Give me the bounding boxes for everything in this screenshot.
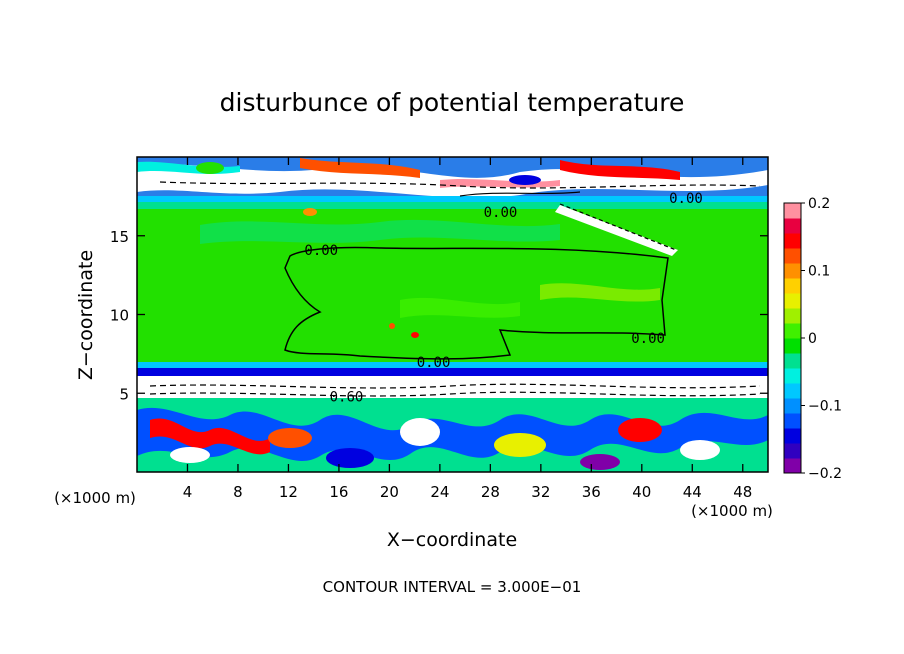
- low-white-blob: [400, 418, 440, 446]
- low-white-blob-3: [170, 447, 210, 463]
- mid-lightgreen-swirl: [400, 297, 520, 318]
- dashed-contour-top: [159, 181, 761, 189]
- x-tick-label: 20: [380, 483, 399, 501]
- x-tick-label: 4: [183, 483, 193, 501]
- x-tick-label: 36: [582, 483, 601, 501]
- diagonal-white-streak: [555, 205, 678, 256]
- contour-label: 0.00: [669, 191, 703, 207]
- top-teal-band: [137, 202, 768, 209]
- y-axis: 5 10 15: [110, 228, 768, 403]
- x-tick-label: 32: [531, 483, 550, 501]
- colorbar-tick-label: −0.1: [808, 399, 842, 415]
- x-axis: 4 8 12 16 20 24 28 32 36 40 44 48: [183, 157, 752, 501]
- x-tick-label: 44: [683, 483, 702, 501]
- y-tick-label: 5: [119, 385, 129, 403]
- top-red-streak: [300, 158, 420, 178]
- colorbar-ticks: 0.2 0.1 0 −0.1 −0.2: [801, 196, 842, 482]
- mid-red-spot-2: [389, 323, 395, 329]
- contour-label: 0.00: [631, 331, 665, 347]
- colorbar-segment: [784, 278, 801, 294]
- colorbar-segment: [784, 398, 801, 414]
- colorbar-segment: [784, 443, 801, 459]
- x-axis-title: X−coordinate: [387, 529, 517, 551]
- low-blue-band: [137, 368, 768, 376]
- x-tick-label: 40: [632, 483, 651, 501]
- colorbar-segment: [784, 248, 801, 264]
- colorbar-segment: [784, 368, 801, 384]
- zero-contour: [284, 246, 669, 360]
- top-green-blob: [196, 162, 224, 174]
- colorbar-segment: [784, 353, 801, 369]
- contour-label: 0.60: [330, 389, 364, 405]
- mid-teal-swirl: [200, 219, 560, 244]
- x-tick-label: 28: [481, 483, 500, 501]
- plot-area: [137, 157, 768, 472]
- dashed-contour-low-1: [149, 383, 761, 389]
- x-tick-label: 16: [329, 483, 348, 501]
- low-red-wave: [150, 418, 270, 455]
- low-orange-blob: [268, 428, 312, 448]
- x-unit-left: (×1000 m): [54, 489, 136, 507]
- top-blue-blob: [509, 175, 541, 185]
- dashed-contour-low-2: [149, 391, 761, 397]
- mid-red-spot: [411, 332, 419, 338]
- contour-interval-note: CONTOUR INTERVAL = 3.000E−01: [323, 578, 582, 596]
- contour-label: 0.00: [304, 243, 338, 259]
- colorbar-segment: [784, 233, 801, 249]
- colorbar-segment: [784, 413, 801, 429]
- low-yellow-blob: [494, 433, 546, 457]
- x-tick-label: 24: [430, 483, 449, 501]
- colorbar-tick-label: −0.2: [808, 466, 842, 482]
- y-axis-title: Z−coordinate: [75, 250, 97, 380]
- low-purple-blob: [580, 454, 620, 470]
- colorbar-segment: [784, 458, 801, 474]
- contour-label: 0.00: [484, 205, 518, 221]
- top-pink-streak: [440, 178, 560, 188]
- chart-title: disturbunce of potential temperature: [220, 88, 685, 117]
- low-cyan-band: [137, 362, 768, 370]
- colorbar-tick-label: 0: [808, 331, 817, 347]
- colorbar-segment: [784, 338, 801, 354]
- mid-orange-spot: [303, 208, 317, 216]
- x-tick-label: 8: [233, 483, 243, 501]
- top-contour-lines: [459, 191, 581, 197]
- x-unit-right: (×1000 m): [691, 502, 773, 520]
- y-tick-label: 10: [110, 307, 129, 325]
- colorbar-segment: [784, 263, 801, 279]
- colorbar-tick-label: 0.2: [808, 196, 830, 212]
- colorbar-segment: [784, 293, 801, 309]
- colorbar-segment: [784, 218, 801, 234]
- colorbar-tick-label: 0.1: [808, 264, 830, 280]
- colorbar: [783, 202, 802, 474]
- x-tick-label: 12: [279, 483, 298, 501]
- low-red-blob: [618, 418, 662, 442]
- low-white-blob-2: [680, 440, 720, 460]
- mid-yellowgreen-swirl: [540, 283, 660, 302]
- low-navy-blob: [326, 448, 374, 468]
- contour-label: 0.00: [417, 355, 451, 371]
- colorbar-segment: [784, 383, 801, 399]
- top-red-streak-2: [560, 160, 680, 180]
- x-tick-label: 48: [733, 483, 752, 501]
- colorbar-segment: [784, 428, 801, 444]
- contour-labels: 0.00 0.00 0.00 0.00 0.00 0.60: [304, 191, 702, 405]
- colorbar-segment: [784, 308, 801, 324]
- y-tick-label: 15: [110, 228, 129, 246]
- top-cyan-band: [137, 196, 768, 203]
- colorbar-segment: [784, 203, 801, 219]
- colorbar-segment: [784, 323, 801, 339]
